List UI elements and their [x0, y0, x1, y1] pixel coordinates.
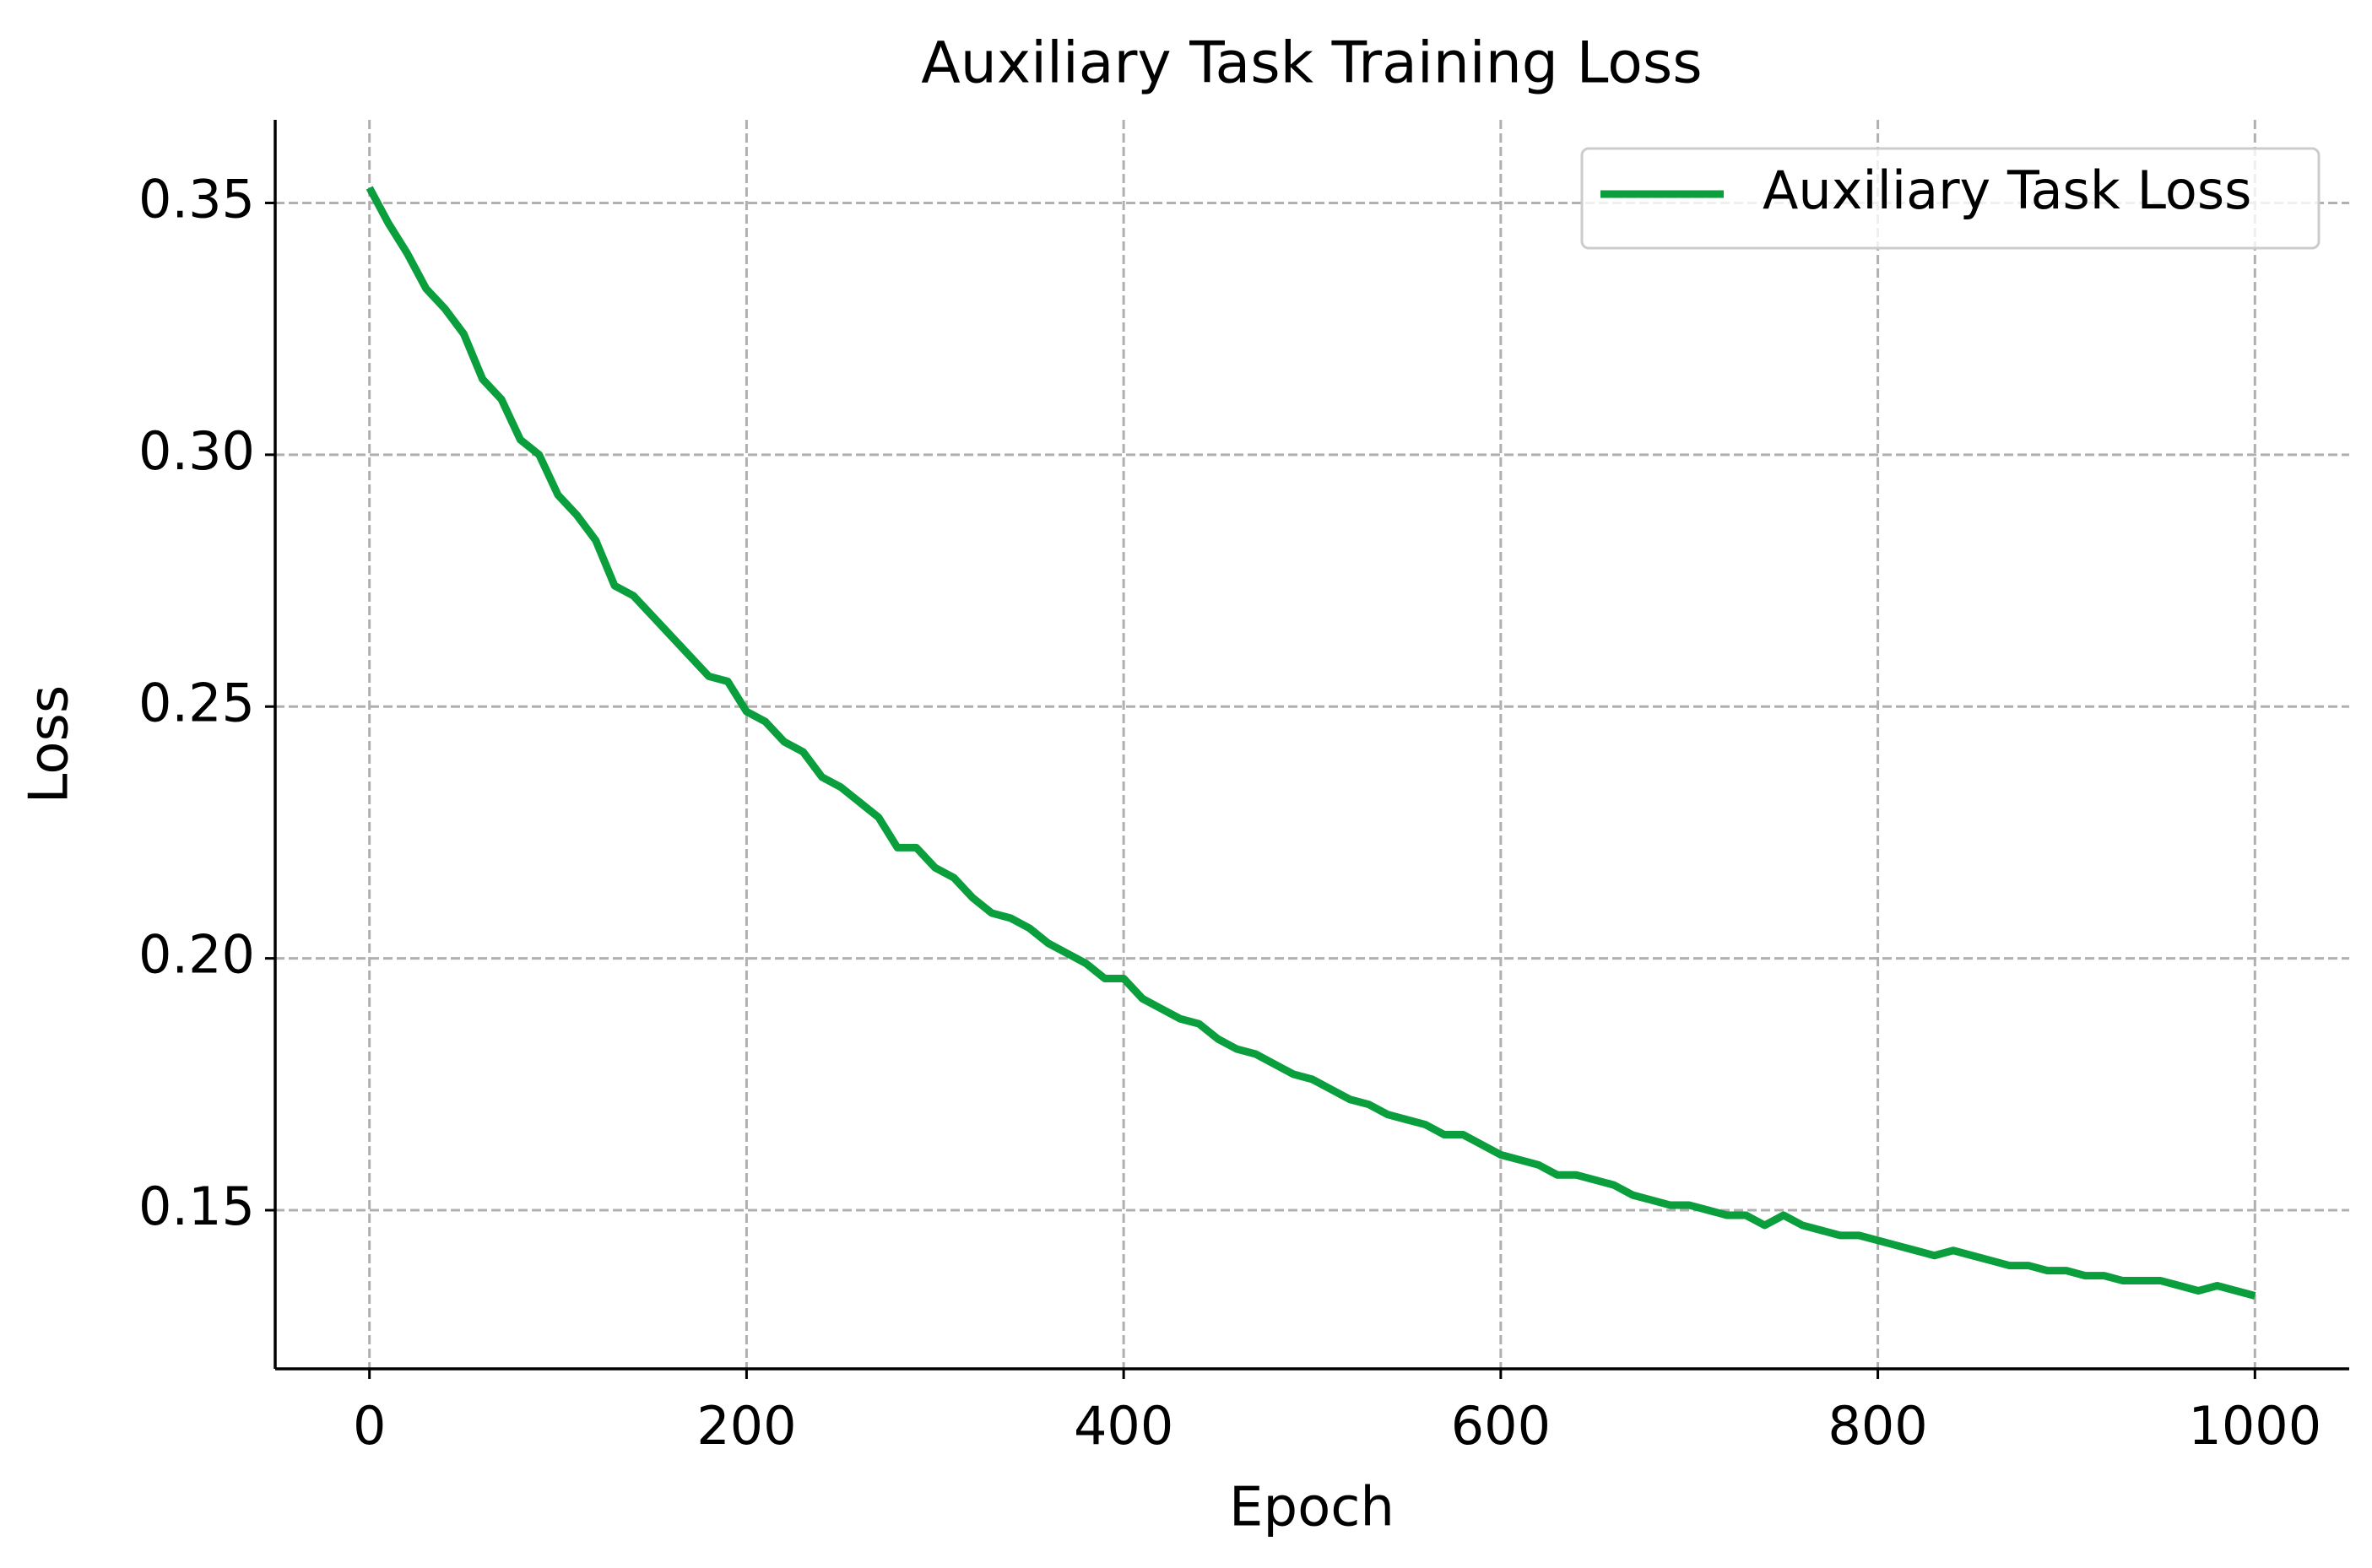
y-tick-label: 0.25 — [138, 672, 255, 733]
x-tick-label: 1000 — [2188, 1395, 2321, 1457]
x-axis-label: Epoch — [1229, 1477, 1394, 1539]
y-tick-label: 0.35 — [138, 169, 255, 230]
chart-title: Auxiliary Task Training Loss — [921, 30, 1702, 97]
y-tick-label: 0.30 — [138, 420, 255, 482]
x-tick-label: 0 — [353, 1395, 386, 1457]
legend-box — [1580, 147, 2321, 250]
x-tick-label: 600 — [1451, 1395, 1551, 1457]
data-line — [366, 186, 2256, 1300]
x-tick-label: 800 — [1828, 1395, 1927, 1457]
legend-label: Auxiliary Task Loss — [1763, 160, 2251, 221]
y-tick-label: 0.15 — [138, 1176, 255, 1237]
x-tick-label: 200 — [696, 1395, 796, 1457]
y-tick-label: 0.20 — [138, 924, 255, 986]
y-axis-label: Loss — [19, 685, 81, 803]
x-tick-label: 400 — [1074, 1395, 1173, 1457]
